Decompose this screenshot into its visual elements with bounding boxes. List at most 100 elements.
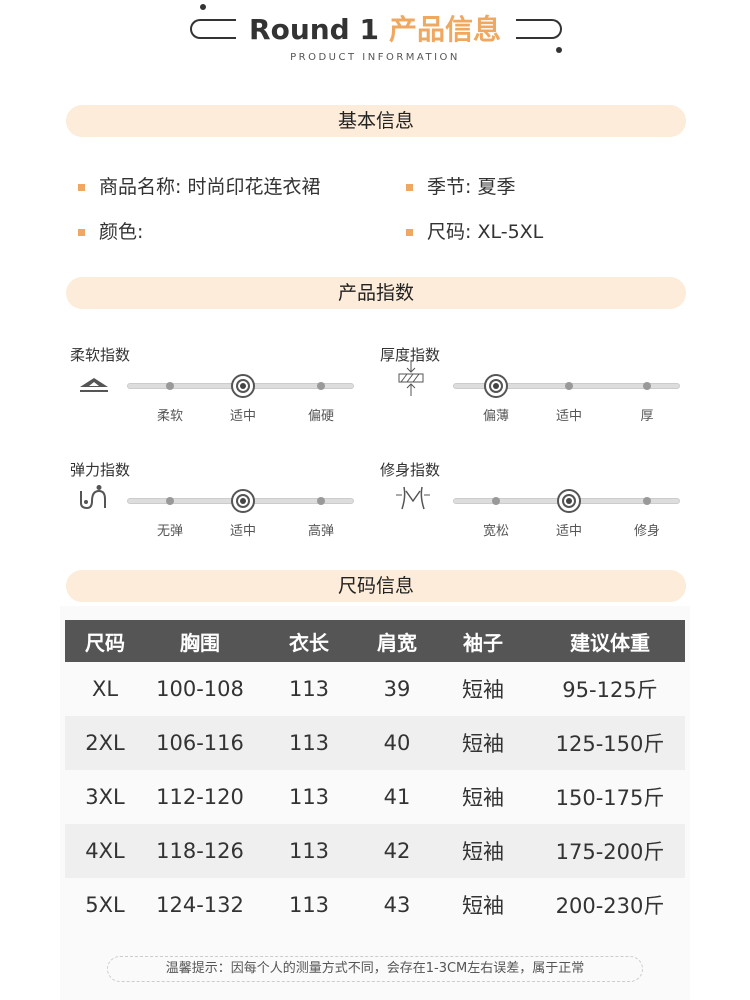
index-selected-marker (231, 489, 255, 513)
index-slider-dot (317, 382, 325, 390)
col-header: 肩宽 (363, 620, 431, 662)
table-cell: 短袖 (431, 824, 535, 878)
info-label: 尺码: (427, 221, 472, 243)
size-table: 尺码 胸围 衣长 肩宽 袖子 建议体重 XL 100-108 113 39 短袖 95-1… (65, 620, 685, 932)
table-cell: 113 (255, 716, 363, 770)
left-bracket-decoration (190, 19, 236, 39)
info-label: 季节: (427, 176, 472, 198)
col-header: 衣长 (255, 620, 363, 662)
info-value: XL-5XL (477, 221, 544, 243)
index-option-label: 适中 (555, 409, 582, 424)
index-option-label: 修身 (633, 524, 660, 539)
table-cell: 112-120 (156, 785, 244, 809)
index-title: 修身指数 (380, 461, 441, 479)
col-header: 建议体重 (535, 620, 685, 662)
table-cell: 39 (383, 677, 411, 701)
index-option-label: 偏硬 (307, 409, 334, 424)
index-slider-dot (317, 497, 325, 505)
section-basic-heading: 基本信息 (66, 105, 686, 137)
decor-dot (200, 4, 206, 10)
right-bracket-decoration (516, 19, 562, 39)
info-value: 夏季 (477, 176, 516, 198)
title-en: Round 1 (249, 13, 379, 46)
info-item-color: 颜色: (78, 217, 143, 244)
table-cell: 113 (255, 824, 363, 878)
table-cell: 3XL (85, 785, 125, 809)
index-slider-dot (643, 382, 651, 390)
table-cell: 2XL (65, 716, 145, 770)
table-cell: XL (91, 677, 119, 701)
table-header-row: 尺码 胸围 衣长 肩宽 袖子 建议体重 (65, 620, 685, 662)
table-cell: 124-132 (156, 893, 244, 917)
section-index-heading: 产品指数 (66, 277, 686, 309)
index-selected-marker (484, 374, 508, 398)
table-cell: 短袖 (462, 786, 504, 810)
info-item-size: 尺码: XL-5XL (406, 217, 543, 244)
index-option-label: 适中 (229, 524, 256, 539)
index-option-label: 偏薄 (482, 409, 509, 424)
table-cell: 5XL (85, 893, 125, 917)
index-slider-dot (166, 382, 174, 390)
table-cell: 113 (288, 785, 330, 809)
index-slider-dot (492, 497, 500, 505)
index-option-label: 无弹 (156, 524, 183, 539)
table-cell: 4XL (65, 824, 145, 878)
fabric-softness-icon (78, 374, 112, 398)
index-selected-marker (231, 374, 255, 398)
index-option-label: 宽松 (482, 524, 509, 539)
index-option-label: 高弹 (307, 524, 334, 539)
info-label: 颜色: (99, 221, 144, 243)
table-cell: 短袖 (462, 678, 504, 702)
info-item-name: 商品名称: 时尚印花连衣裙 (78, 172, 320, 199)
index-option-label: 柔软 (156, 409, 183, 424)
table-cell: 41 (383, 785, 411, 809)
col-header: 胸围 (145, 620, 255, 662)
table-row: 5XL 124-132 113 43 短袖 200-230斤 (65, 878, 685, 932)
index-title: 弹力指数 (70, 461, 131, 479)
bullet-icon (78, 184, 85, 191)
table-cell: 125-150斤 (535, 716, 685, 770)
bullet-icon (406, 229, 413, 236)
table-cell: 43 (383, 893, 411, 917)
measurement-tip: 温馨提示：因每个人的测量方式不同，会存在1-3CM左右误差，属于正常 (107, 956, 643, 982)
table-cell: 100-108 (156, 677, 244, 701)
table-row: 4XL 118-126 113 42 短袖 175-200斤 (65, 824, 685, 878)
table-cell: 200-230斤 (555, 894, 665, 918)
info-value: 时尚印花连衣裙 (187, 176, 321, 198)
table-cell: 40 (363, 716, 431, 770)
table-row: 2XL 106-116 113 40 短袖 125-150斤 (65, 716, 685, 770)
table-cell: 95-125斤 (562, 678, 658, 702)
index-title: 厚度指数 (380, 346, 441, 364)
bullet-icon (78, 229, 85, 236)
index-option-label: 适中 (229, 409, 256, 424)
section-size-heading: 尺码信息 (66, 570, 686, 602)
page-title: Round 1 产品信息 (0, 8, 750, 48)
decor-dot (556, 47, 562, 53)
table-cell: 106-116 (145, 716, 255, 770)
table-cell: 113 (288, 677, 330, 701)
table-cell: 短袖 (462, 894, 504, 918)
index-option-label: 适中 (555, 524, 582, 539)
bullet-icon (406, 184, 413, 191)
col-header: 尺码 (65, 620, 145, 662)
table-cell: 175-200斤 (535, 824, 685, 878)
col-header: 袖子 (431, 620, 535, 662)
size-table-card (60, 606, 690, 1000)
index-selected-marker (557, 489, 581, 513)
index-option-label: 厚 (640, 409, 654, 424)
index-slider-dot (565, 382, 573, 390)
title-cn: 产品信息 (388, 13, 501, 46)
waist-fit-icon (396, 485, 430, 515)
elasticity-icon (78, 485, 108, 515)
info-label: 商品名称: (99, 176, 182, 198)
table-cell: 150-175斤 (555, 786, 665, 810)
table-cell: 短袖 (431, 716, 535, 770)
index-title: 柔软指数 (70, 346, 131, 364)
index-slider-dot (166, 497, 174, 505)
table-cell: 42 (363, 824, 431, 878)
page-subtitle: PRODUCT INFORMATION (290, 52, 460, 63)
table-cell: 113 (288, 893, 330, 917)
info-item-season: 季节: 夏季 (406, 172, 515, 199)
index-slider-dot (643, 497, 651, 505)
table-cell: 118-126 (145, 824, 255, 878)
